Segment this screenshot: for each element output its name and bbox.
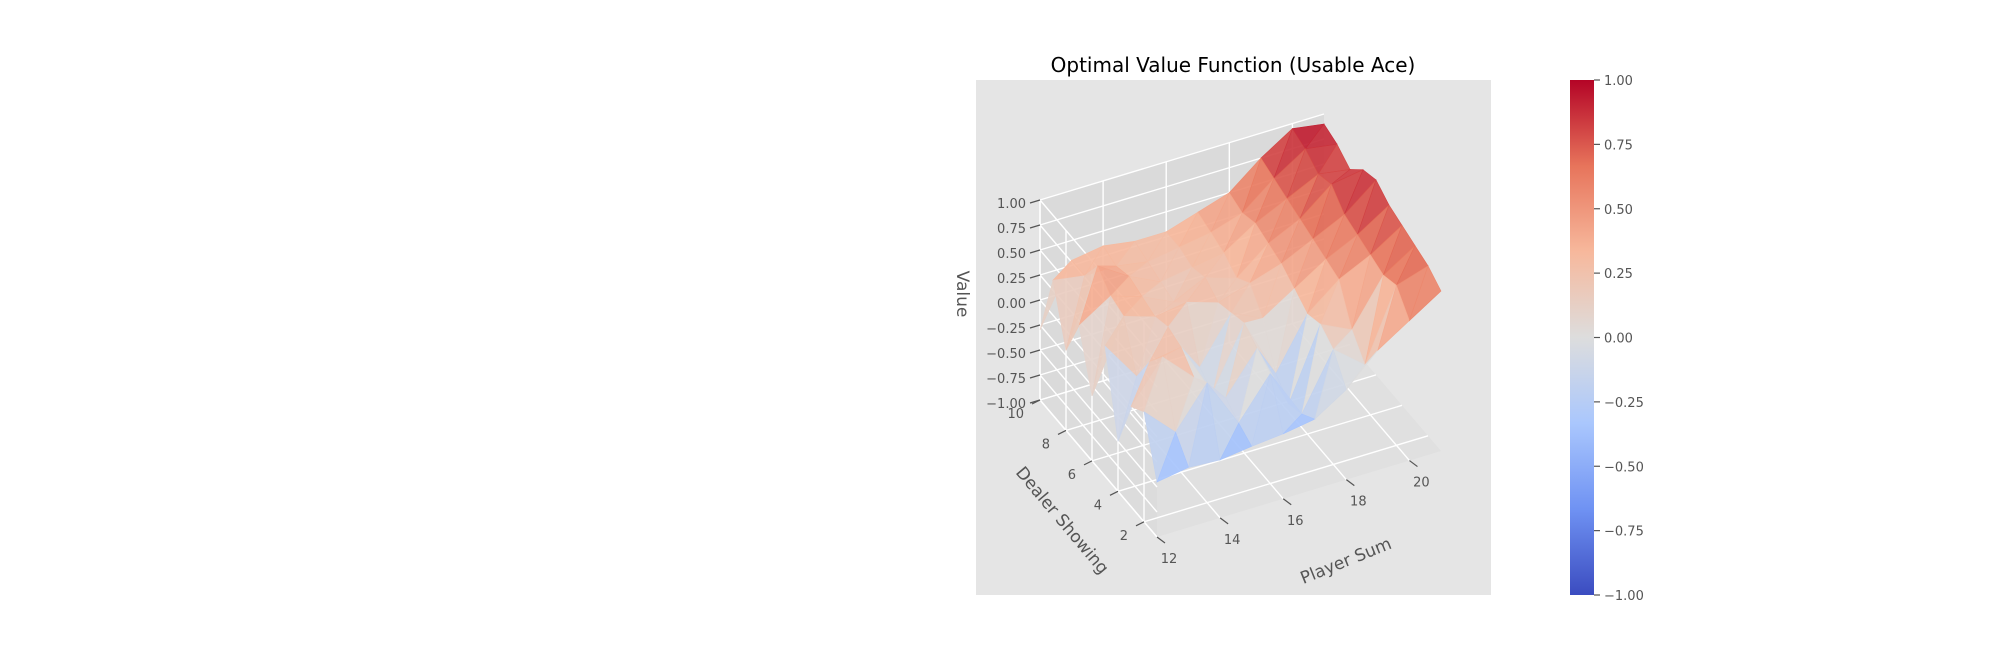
x-tick-label: 20 <box>1413 476 1430 491</box>
y-tick-mark <box>1083 460 1093 466</box>
x-tick-label: 14 <box>1224 533 1241 548</box>
z-tick-mark <box>1029 399 1041 404</box>
grid-line-z-left <box>1039 374 1158 513</box>
y-tick-label: 2 <box>1120 529 1128 544</box>
z-tick-mark <box>1029 324 1041 329</box>
z-tick-label: 0.00 <box>997 297 1026 312</box>
x-tick-mark <box>1156 536 1166 544</box>
colorbar-tick-label: 1.00 <box>1604 74 1633 89</box>
colorbar-bar <box>1570 80 1594 595</box>
surface-facet <box>1377 284 1410 352</box>
surface-plot <box>1039 123 1442 484</box>
axis-ticks: 12 14 16 18 20 2 4 6 8 10−1.00 −0.75 −0.50 −0.25 0.00… <box>986 197 1430 567</box>
colorbar-tick-label: 0.50 <box>1604 203 1633 218</box>
z-axis-label: Value <box>952 271 972 318</box>
x-tick-label: 18 <box>1350 495 1367 510</box>
y-tick-label: 6 <box>1068 468 1076 483</box>
x-tick-mark <box>1409 460 1418 468</box>
z-tick-mark <box>1029 374 1041 379</box>
y-tick-label: 10 <box>1007 407 1024 422</box>
x-tick-label: 12 <box>1161 552 1178 567</box>
z-tick-label: −0.75 <box>986 372 1026 387</box>
grid-line-z-back <box>1039 113 1325 201</box>
z-tick-mark <box>1029 249 1041 254</box>
x-tick-mark <box>1219 517 1229 525</box>
z-tick-mark <box>1029 274 1041 279</box>
x-tick-mark <box>1282 498 1292 506</box>
y-tick-label: 8 <box>1042 437 1050 452</box>
z-tick-label: 0.50 <box>997 247 1026 262</box>
z-tick-mark <box>1029 349 1041 354</box>
grid-line-z-left <box>1039 349 1158 488</box>
colorbar-tick-label: −0.75 <box>1604 525 1644 540</box>
y-tick-label: 4 <box>1094 498 1102 513</box>
colorbar-tick-label: −0.50 <box>1604 460 1644 475</box>
colorbar-tick-label: 0.00 <box>1604 332 1633 347</box>
surface-facet <box>1346 349 1379 390</box>
colorbar-tick-label: 0.75 <box>1604 138 1633 153</box>
colorbar-tick-label: −1.00 <box>1604 589 1644 604</box>
y-tick-mark <box>1109 490 1119 496</box>
z-tick-mark <box>1029 199 1041 204</box>
colorbar-ticks: −1.00 −0.75 −0.50 −0.25 0.00 0.25 0.50 0.75 1.00 <box>1594 74 1644 604</box>
surface-facet <box>1251 373 1284 447</box>
z-tick-mark <box>1029 299 1041 304</box>
grid-line-z-left <box>1039 399 1158 538</box>
surface-facet <box>1156 431 1189 483</box>
colorbar-tick-label: −0.25 <box>1604 396 1644 411</box>
grid-line-y-floor <box>1143 435 1429 523</box>
surface-facet <box>1282 413 1316 435</box>
surface-facet <box>1188 382 1221 468</box>
colorbar: −1.00 −0.75 −0.50 −0.25 0.00 0.25 0.50 0.75 1.00 <box>1570 74 1644 604</box>
surface-facet <box>1314 348 1347 421</box>
z-tick-label: 0.25 <box>997 272 1026 287</box>
y-tick-mark <box>1057 429 1067 435</box>
y-tick-mark <box>1135 521 1145 527</box>
chart-title: Optimal Value Function (Usable Ace) <box>1051 53 1416 77</box>
z-tick-label: −0.50 <box>986 347 1026 362</box>
colorbar-tick-label: 0.25 <box>1604 267 1633 282</box>
z-tick-mark <box>1029 224 1041 229</box>
z-tick-label: −1.00 <box>986 397 1026 412</box>
grid-line-z-left <box>1039 324 1158 463</box>
z-tick-label: −0.25 <box>986 322 1026 337</box>
z-tick-label: 0.75 <box>997 222 1026 237</box>
x-tick-mark <box>1345 479 1355 487</box>
surface-facet <box>1409 265 1442 321</box>
z-tick-label: 1.00 <box>997 197 1026 212</box>
surface-facet <box>1219 422 1253 461</box>
x-tick-label: 16 <box>1287 514 1304 529</box>
